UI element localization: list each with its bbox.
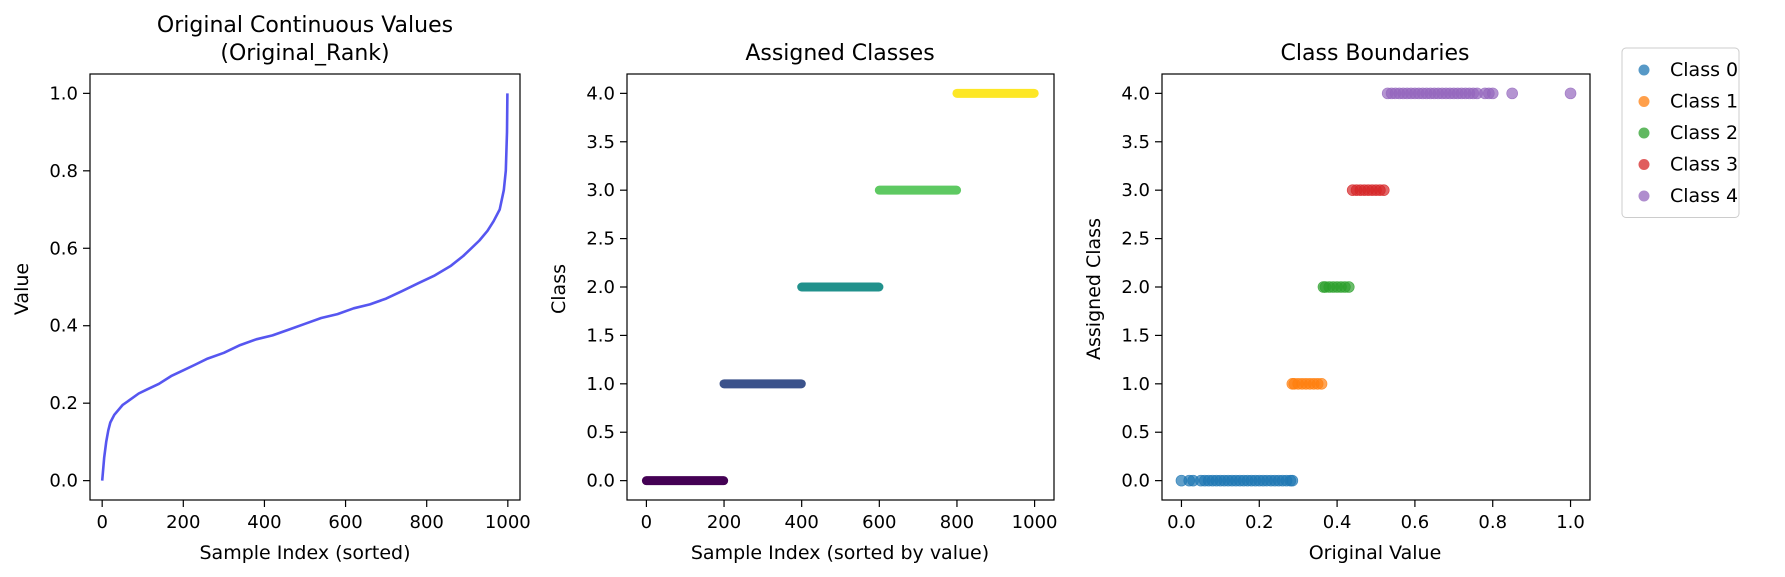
chart-2-ytick-label: 1.0 bbox=[586, 374, 615, 395]
chart-3-ytick-label: 0.0 bbox=[1121, 471, 1150, 492]
chart-3: Class Boundaries Original Value Assigned… bbox=[1083, 41, 1740, 564]
chart-1-xtick-label: 800 bbox=[410, 512, 444, 533]
legend-label-class-2: Class 2 bbox=[1670, 122, 1738, 144]
chart-2-ytick-label: 4.0 bbox=[586, 83, 615, 104]
chart-3-class-4-point bbox=[1486, 87, 1499, 100]
chart-1-title-line-2: (Original_Rank) bbox=[220, 41, 389, 66]
legend-marker-class-0 bbox=[1638, 64, 1650, 76]
chart-3-ytick-label: 1.5 bbox=[1121, 325, 1150, 346]
chart-2-xtick-label: 600 bbox=[862, 512, 896, 533]
chart-2-ytick-label: 0.0 bbox=[586, 471, 615, 492]
chart-3-xtick-label: 0.8 bbox=[1478, 512, 1507, 533]
legend-marker-class-4 bbox=[1638, 190, 1650, 202]
chart-3-ytick-label: 3.0 bbox=[1121, 180, 1150, 201]
chart-1-ytick-label: 0.6 bbox=[49, 238, 78, 259]
legend-label-class-4: Class 4 bbox=[1670, 185, 1738, 207]
legend-marker-class-1 bbox=[1638, 96, 1650, 107]
chart-2-ytick-label: 2.0 bbox=[586, 277, 615, 298]
chart-3-xtick-label: 0.6 bbox=[1401, 512, 1430, 533]
chart-3-xtick-label: 0.4 bbox=[1323, 512, 1352, 533]
chart-2-ytick-label: 3.0 bbox=[586, 180, 615, 201]
chart-1-ylabel: Value bbox=[11, 263, 33, 315]
chart-3-xtick-label: 1.0 bbox=[1556, 512, 1585, 533]
legend-box bbox=[1621, 47, 1740, 218]
chart-3-class-4-point bbox=[1506, 87, 1518, 100]
chart-2-ytick-label: 0.5 bbox=[586, 422, 615, 443]
chart-1-ytick-label: 0.8 bbox=[49, 161, 78, 182]
chart-3-ytick-label: 1.0 bbox=[1121, 374, 1150, 395]
chart-3-xlabel: Original Value bbox=[1309, 542, 1442, 564]
legend-label-class-3: Class 3 bbox=[1670, 154, 1738, 176]
chart-3-ytick-label: 2.5 bbox=[1121, 229, 1150, 250]
legend-label-class-0: Class 0 bbox=[1670, 59, 1738, 81]
chart-2-ytick-label: 2.5 bbox=[586, 229, 615, 250]
chart-1-xtick-label: 400 bbox=[247, 512, 281, 533]
chart-2-xtick-label: 0 bbox=[641, 512, 652, 533]
chart-3-xtick-label: 0.2 bbox=[1245, 512, 1274, 533]
chart-3-class-4-point bbox=[1564, 87, 1577, 100]
chart-3-ylabel: Assigned Class bbox=[1083, 218, 1105, 360]
chart-3-legend: Class 0 Class 1 Class 2 Class 3 Class 4 bbox=[1621, 47, 1740, 218]
chart-3-frame bbox=[1161, 73, 1591, 501]
chart-3-ytick-label: 2.0 bbox=[1121, 277, 1150, 298]
chart-2-xlabel: Sample Index (sorted by value) bbox=[691, 542, 989, 564]
chart-2-frame bbox=[626, 73, 1055, 501]
chart-1-title: Original Continuous Values (Original_Ran… bbox=[157, 13, 453, 66]
chart-2-ytick-label: 1.5 bbox=[586, 325, 615, 346]
chart-1-title-line-1: Original Continuous Values bbox=[157, 13, 453, 38]
chart-1-xtick-label: 1000 bbox=[485, 512, 531, 533]
chart-3-class-1-point bbox=[1315, 378, 1328, 390]
chart-2-xtick-label: 400 bbox=[785, 512, 819, 533]
chart-1-xlabel: Sample Index (sorted) bbox=[200, 542, 411, 564]
chart-1-ytick-label: 0.0 bbox=[49, 471, 78, 492]
chart-3-class-0-point bbox=[1286, 474, 1299, 487]
chart-2-ytick-label: 3.5 bbox=[586, 132, 615, 153]
chart-3-class-3-point bbox=[1377, 184, 1390, 196]
chart-2-xtick-label: 200 bbox=[707, 512, 741, 533]
chart-1-series-line bbox=[100, 93, 509, 481]
chart-2: Assigned Classes Sample Index (sorted by… bbox=[548, 41, 1057, 564]
chart-1-xtick-label: 0 bbox=[96, 512, 107, 533]
chart-2-ylabel: Class bbox=[548, 264, 570, 314]
chart-2-plot-area: 0 200 400 600 800 1000 0.0 0.5 1.0 1.5 2.0 2.5 3.0 3.… bbox=[586, 73, 1058, 533]
chart-1-plot-area: 0 200 400 600 800 1000 0.0 0.2 0.4 0.6 0.8 1.0 bbox=[49, 73, 531, 533]
chart-1-xtick-label: 200 bbox=[166, 512, 200, 533]
chart-3-ytick-label: 3.5 bbox=[1121, 132, 1150, 153]
legend-label-class-1: Class 1 bbox=[1670, 91, 1738, 113]
chart-3-class-2-point bbox=[1342, 281, 1355, 293]
chart-1-ytick-label: 0.4 bbox=[49, 316, 78, 337]
legend-marker-class-3 bbox=[1638, 159, 1650, 170]
chart-1-ytick-label: 0.2 bbox=[49, 393, 78, 414]
chart-3-plot-area: 0.0 0.2 0.4 0.6 0.8 1.0 0.0 0.5 1.0 1.5 2.0 2.5 3.0 3… bbox=[1121, 73, 1591, 533]
legend-marker-class-2 bbox=[1638, 127, 1650, 139]
chart-1-frame bbox=[89, 73, 521, 501]
chart-3-ytick-label: 0.5 bbox=[1121, 422, 1150, 443]
chart-2-xtick-label: 1000 bbox=[1012, 512, 1058, 533]
chart-3-title: Class Boundaries bbox=[1281, 41, 1470, 66]
chart-2-xtick-label: 800 bbox=[940, 512, 974, 533]
chart-1-ytick-label: 1.0 bbox=[49, 83, 78, 104]
chart-1-xtick-label: 600 bbox=[328, 512, 362, 533]
chart-2-title: Assigned Classes bbox=[745, 41, 934, 66]
chart-3-xtick-label: 0.0 bbox=[1167, 512, 1196, 533]
chart-1: Original Continuous Values (Original_Ran… bbox=[11, 13, 531, 564]
chart-3-ytick-label: 4.0 bbox=[1121, 83, 1150, 104]
